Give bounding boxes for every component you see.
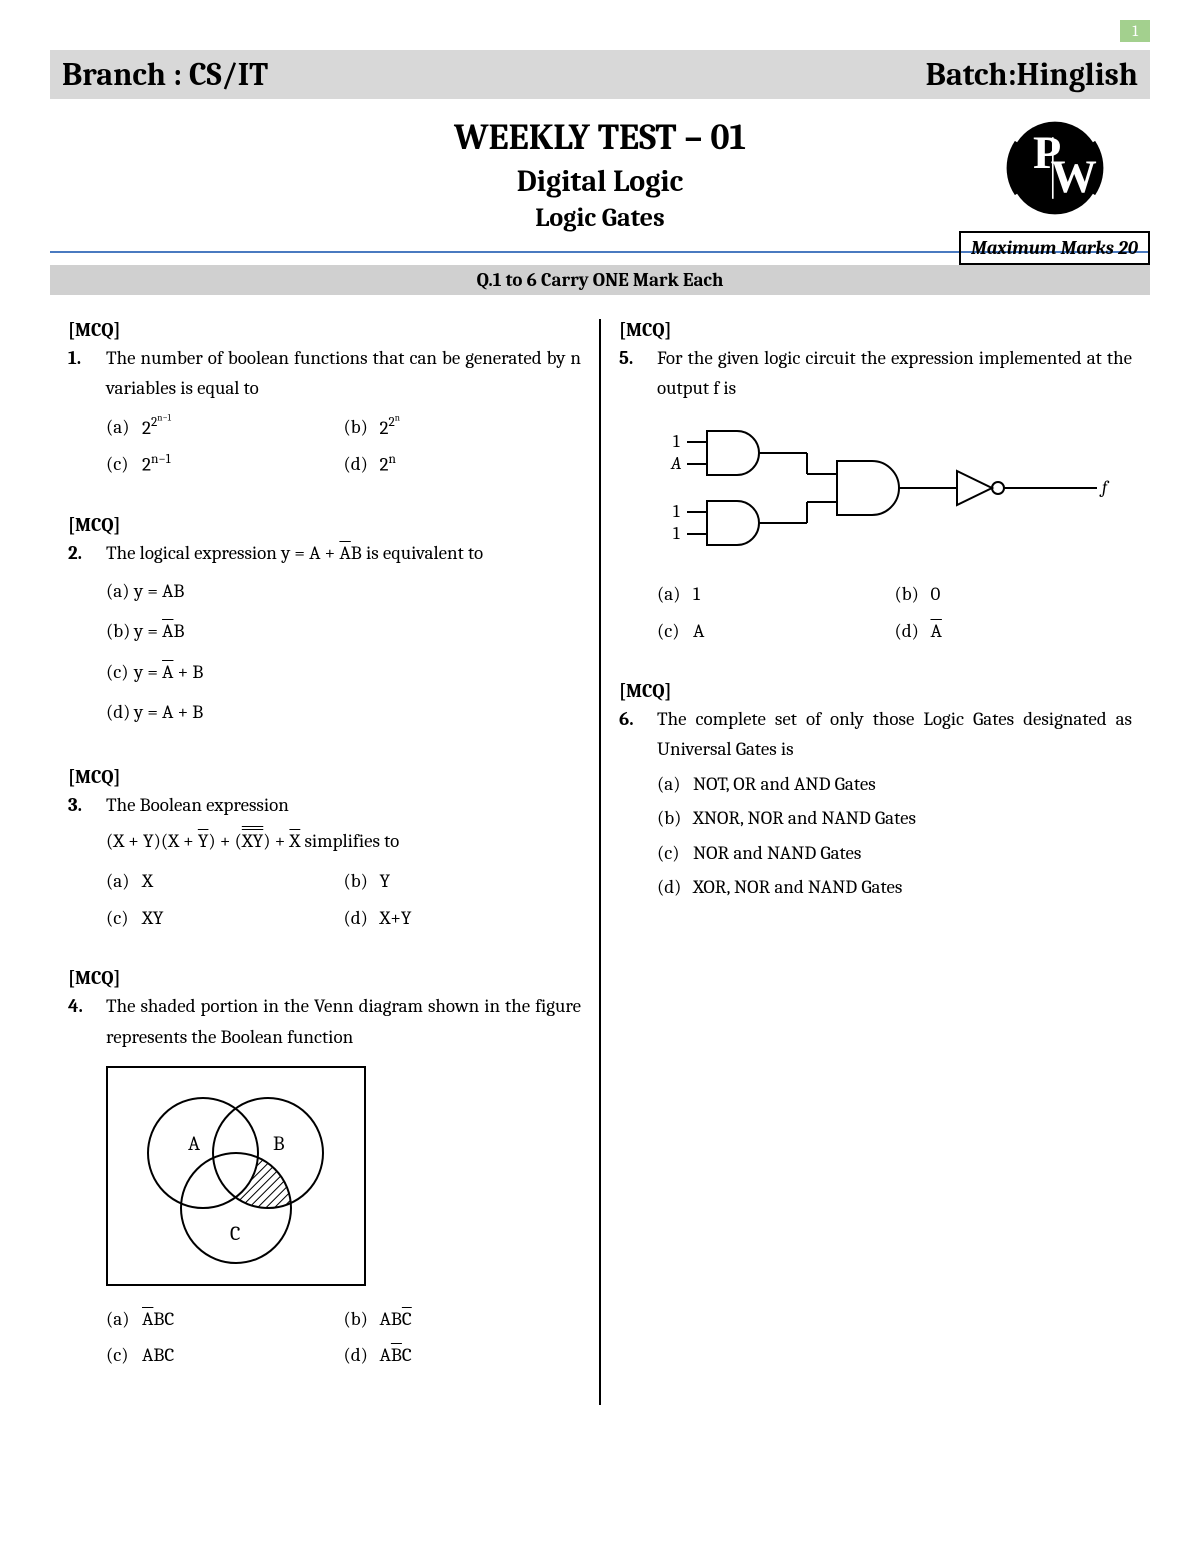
venn-a-label: A: [188, 1132, 200, 1155]
q3-b-label: (b): [344, 866, 380, 896]
q2-text: The logical expression y = A + AB is equ…: [106, 542, 483, 564]
q1-text: The number of boolean functions that can…: [106, 347, 581, 399]
title-block: WEEKLY TEST – 01 Digital Logic Logic Gat…: [50, 105, 1150, 253]
q1-b-label: (b): [344, 412, 380, 443]
question-1: [MCQ] 1. The number of boolean functions…: [68, 319, 581, 486]
q3-number: 3.: [68, 790, 106, 940]
svg-text:W: W: [1050, 151, 1096, 202]
q5-text: For the given logic circuit the expressi…: [657, 347, 1132, 399]
question-3: [MCQ] 3. The Boolean expression (X + Y)(…: [68, 766, 581, 940]
q2-number: 2.: [68, 538, 106, 738]
mcq-tag: [MCQ]: [68, 319, 581, 341]
mcq-tag: [MCQ]: [68, 766, 581, 788]
question-columns: [MCQ] 1. The number of boolean functions…: [50, 319, 1150, 1405]
question-4: [MCQ] 4. The shaded portion in the Venn …: [68, 967, 581, 1377]
q3-expression: (X + Y)(X + Y) + (XY) + X simplifies to: [106, 826, 581, 856]
q3-d-label: (d): [344, 903, 380, 933]
q1-d-label: (d): [344, 449, 380, 480]
q4-d-value: ABC: [380, 1340, 412, 1370]
q4-d-label: (d): [344, 1340, 380, 1370]
batch-label: Batch:Hinglish: [926, 56, 1138, 93]
question-6: [MCQ] 6. The complete set of only those …: [619, 680, 1132, 906]
q4-a-label: (a): [106, 1304, 142, 1334]
q4-number: 4.: [68, 991, 106, 1377]
q2-b-label: (b): [106, 616, 134, 646]
q5-a-label: (a): [657, 579, 693, 609]
circuit-input-3: 1: [673, 523, 680, 544]
venn-diagram: A B C: [106, 1066, 366, 1286]
q1-b-value: 22n: [380, 412, 400, 443]
q2-c-value: y = A + B: [134, 657, 203, 687]
q4-text: The shaded portion in the Venn diagram s…: [106, 995, 581, 1047]
circuit-input-2: 1: [673, 501, 680, 522]
pw-logo-icon: P W: [1000, 113, 1110, 223]
q5-c-label: (c): [657, 616, 693, 646]
page-number-container: 1: [50, 20, 1150, 42]
q5-a-value: 1: [693, 579, 700, 609]
question-2: [MCQ] 2. The logical expression y = A + …: [68, 514, 581, 738]
logo-container: P W Maximum Marks 20: [959, 113, 1150, 265]
q6-a-value: NOT, OR and AND Gates: [693, 769, 876, 799]
q3-b-value: Y: [380, 866, 391, 896]
logic-circuit-diagram: 1 A 1 1: [657, 416, 1132, 565]
q6-number: 6.: [619, 704, 657, 906]
q3-d-value: X+Y: [380, 903, 412, 933]
q6-d-label: (d): [657, 872, 693, 902]
q5-b-value: 0: [931, 579, 941, 609]
circuit-output-f: f: [1099, 477, 1110, 498]
q1-c-label: (c): [106, 449, 142, 480]
branch-label: Branch : CS/IT: [62, 56, 268, 93]
q1-a-label: (a): [106, 412, 142, 443]
q5-b-label: (b): [895, 579, 931, 609]
venn-b-label: B: [273, 1132, 285, 1155]
mcq-tag: [MCQ]: [68, 514, 581, 536]
q5-c-value: A: [693, 616, 704, 646]
q3-a-label: (a): [106, 866, 142, 896]
q6-d-value: XOR, NOR and NAND Gates: [693, 872, 902, 902]
q6-b-value: XNOR, NOR and NAND Gates: [693, 803, 916, 833]
left-column: [MCQ] 1. The number of boolean functions…: [50, 319, 601, 1405]
q4-c-label: (c): [106, 1340, 142, 1370]
q3-a-value: X: [142, 866, 153, 896]
q3-c-label: (c): [106, 903, 142, 933]
right-column: [MCQ] 5. For the given logic circuit the…: [601, 319, 1150, 1405]
max-marks: Maximum Marks 20: [959, 231, 1150, 265]
circuit-input-1: 1: [673, 431, 680, 452]
venn-c-label: C: [230, 1222, 240, 1245]
q6-b-label: (b): [657, 803, 693, 833]
q6-c-label: (c): [657, 838, 693, 868]
circuit-input-a: A: [670, 453, 682, 474]
q5-d-label: (d): [895, 616, 931, 646]
q3-c-value: XY: [142, 903, 163, 933]
q1-d-value: 2n: [380, 449, 396, 480]
q1-number: 1.: [68, 343, 106, 486]
q4-a-value: ABC: [142, 1304, 174, 1334]
section-header: Q.1 to 6 Carry ONE Mark Each: [50, 265, 1150, 295]
header-bar: Branch : CS/IT Batch:Hinglish: [50, 50, 1150, 99]
q5-number: 5.: [619, 343, 657, 652]
q5-d-value: A: [931, 616, 942, 646]
q2-a-label: (a): [106, 576, 134, 606]
q2-d-label: (d): [106, 697, 134, 727]
q2-c-label: (c): [106, 657, 134, 687]
q2-a-value: y = AB: [134, 576, 184, 606]
mcq-tag: [MCQ]: [619, 680, 1132, 702]
q3-text: The Boolean expression: [106, 794, 289, 816]
q4-b-label: (b): [344, 1304, 380, 1334]
mcq-tag: [MCQ]: [68, 967, 581, 989]
page-number: 1: [1120, 20, 1150, 42]
q2-b-value: y = AB: [134, 616, 184, 646]
q4-c-value: ABC: [142, 1340, 174, 1370]
question-5: [MCQ] 5. For the given logic circuit the…: [619, 319, 1132, 652]
q6-text: The complete set of only those Logic Gat…: [657, 708, 1132, 760]
q1-c-value: 2n−1: [142, 449, 171, 480]
q4-b-value: ABC: [380, 1304, 412, 1334]
q2-d-value: y = A + B: [134, 697, 203, 727]
mcq-tag: [MCQ]: [619, 319, 1132, 341]
q6-c-value: NOR and NAND Gates: [693, 838, 861, 868]
q1-a-value: 22n−1: [142, 412, 171, 443]
q6-a-label: (a): [657, 769, 693, 799]
